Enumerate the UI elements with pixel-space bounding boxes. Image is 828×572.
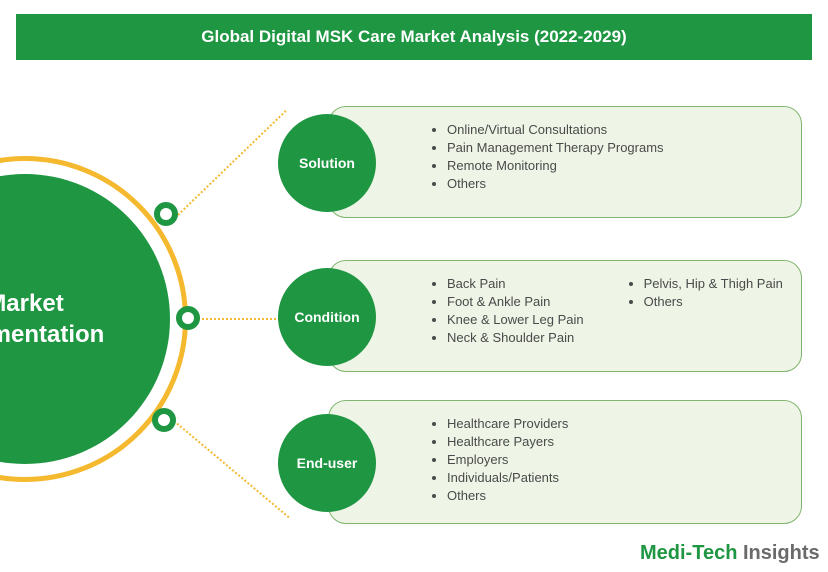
list-item: Others [644,294,783,309]
segment-panel: Back Pain Foot & Ankle Pain Knee & Lower L… [328,260,802,372]
list-item: Individuals/Patients [447,470,785,485]
brand-logo: Medi-Tech Insights [640,542,820,565]
connector [198,318,280,320]
ring-node [176,306,200,330]
brand-part1: Medi-Tech [640,542,743,564]
list-item: Foot & Ankle Pain [447,294,584,309]
segment-circle: Solution [278,114,376,212]
ring-node [152,408,176,432]
connector [173,420,289,518]
ring-node [154,202,178,226]
list-item: Healthcare Payers [447,434,785,449]
list-item: Others [447,488,785,503]
title-bar: Global Digital MSK Care Market Analysis … [16,14,812,60]
list-item: Others [447,176,785,191]
list-item: Pain Management Therapy Programs [447,140,785,155]
list-item: Back Pain [447,276,584,291]
list-item: Neck & Shoulder Pain [447,330,584,345]
list-item: Online/Virtual Consultations [447,122,785,137]
connector [177,110,286,216]
list-item: Employers [447,452,785,467]
list-item: Healthcare Providers [447,416,785,431]
list-item: Pelvis, Hip & Thigh Pain [644,276,783,291]
segment-circle: Condition [278,268,376,366]
brand-part2: Insights [743,542,820,564]
center-label: Market Segmentation [0,288,104,350]
segment-panel: Online/Virtual Consultations Pain Managem… [328,106,802,218]
segment-panel: Healthcare Providers Healthcare Payers Emp… [328,400,802,524]
segment-circle: End-user [278,414,376,512]
list-item: Remote Monitoring [447,158,785,173]
page-title: Global Digital MSK Care Market Analysis … [201,27,626,47]
list-item: Knee & Lower Leg Pain [447,312,584,327]
